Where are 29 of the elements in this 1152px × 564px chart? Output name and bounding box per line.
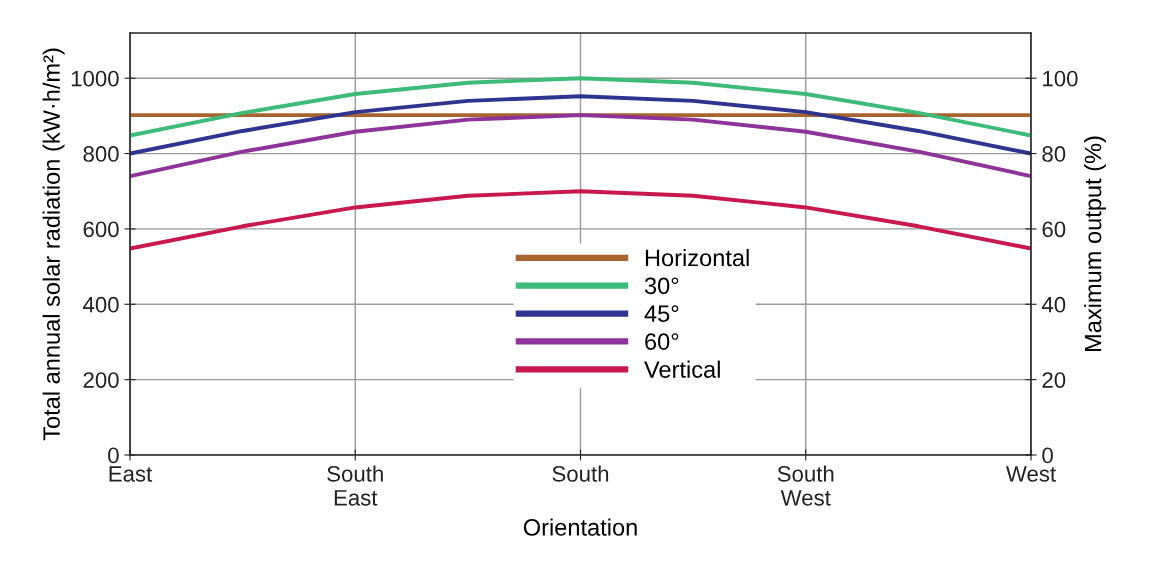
line-series — [130, 76, 1031, 138]
y2-tick-label: 40 — [1041, 296, 1066, 313]
y-tick-label: 0 — [108, 447, 119, 464]
y-tick-label: 400 — [83, 296, 119, 313]
x-axis-title: Orientation — [523, 518, 637, 536]
line-series — [130, 189, 1031, 251]
y2-tick-label: 20 — [1042, 372, 1066, 388]
legend-label: Vertical — [644, 360, 720, 378]
y2-tick-label: 60 — [1042, 221, 1066, 238]
y2-tick-label: 0 — [1042, 447, 1053, 464]
y2-tick-label: 100 — [1043, 70, 1078, 87]
x-tick-label: South East — [327, 465, 383, 506]
legend-label: Horizontal — [645, 248, 749, 267]
line-series — [130, 113, 1031, 179]
legend-label: 30° — [644, 277, 679, 295]
x-tick-label: East — [109, 466, 153, 482]
y-tick-label: 200 — [83, 372, 119, 388]
line-series — [130, 94, 1031, 156]
y-tick-label: 600 — [83, 221, 119, 238]
legend-label: 45° — [644, 305, 679, 323]
y2-axis-title: Maximum output (%) — [1084, 136, 1107, 351]
x-tick-label: West — [1005, 466, 1056, 482]
y-axis-title: Total annual solar radiation (kW·h/m²) — [42, 48, 65, 441]
y-tick-label: 1000 — [71, 70, 119, 87]
x-tick-label: South — [552, 465, 609, 482]
legend-label: 60° — [645, 333, 679, 350]
x-tick-label: South West — [777, 465, 834, 506]
y-tick-label: 800 — [83, 146, 119, 162]
y2-tick-label: 80 — [1042, 146, 1066, 162]
